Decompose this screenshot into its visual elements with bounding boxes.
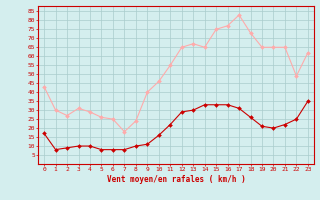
X-axis label: Vent moyen/en rafales ( km/h ): Vent moyen/en rafales ( km/h ) [107, 175, 245, 184]
